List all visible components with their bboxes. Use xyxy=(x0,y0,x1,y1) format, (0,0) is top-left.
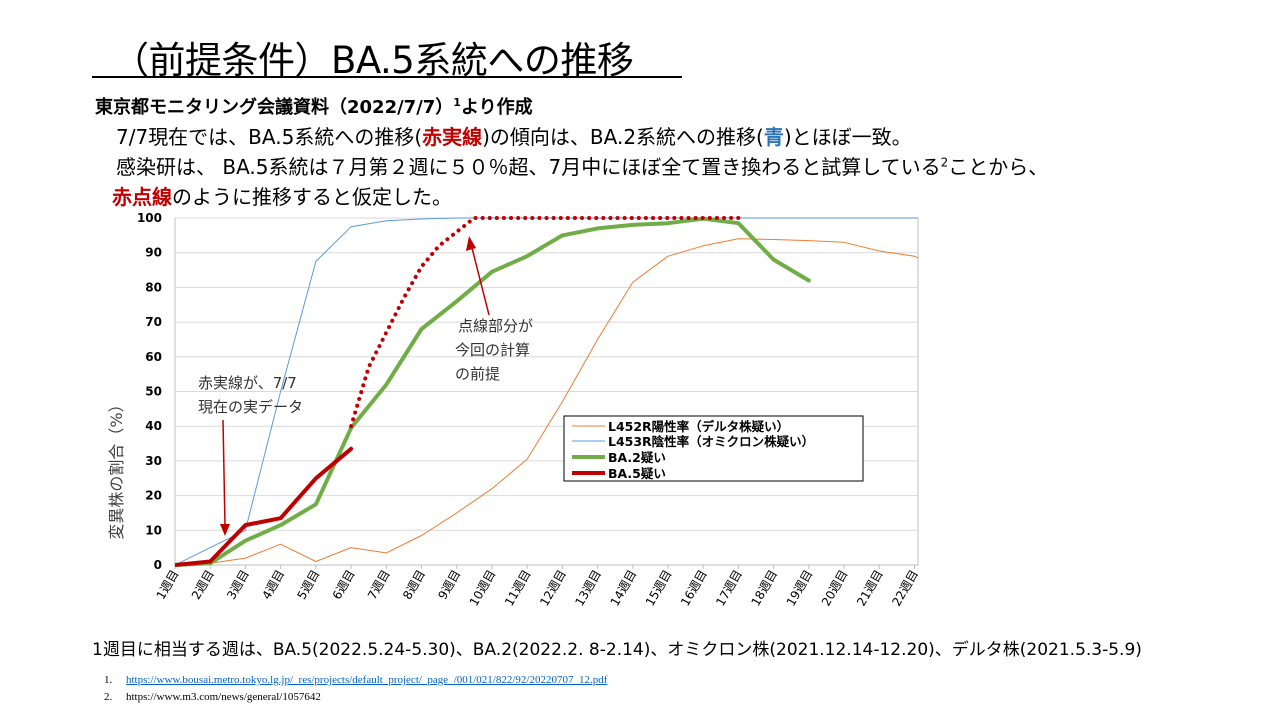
annotation-solid: 赤実線が、7/7 現在の実データ xyxy=(198,374,303,536)
x-tick-label-13: 13週目 xyxy=(572,568,604,609)
x-tick-label-17: 17週目 xyxy=(713,568,745,609)
x-tick-label-4: 4週目 xyxy=(259,568,287,602)
source-text: 東京都モニタリング会議資料（2022/7/7） xyxy=(95,97,454,118)
reference-2-text: https://www.m3.com/news/general/1057642 xyxy=(126,691,321,703)
x-tick-label-10: 10週目 xyxy=(467,568,499,609)
annotation-solid-line-1: 赤実線が、7/7 xyxy=(198,374,297,392)
x-tick-label-19: 19週目 xyxy=(784,568,816,609)
annotation-dotted: 点線部分が 今回の計算 の前提 xyxy=(455,236,533,383)
x-tick-label-11: 11週目 xyxy=(502,568,534,609)
annotation-dotted-arrow xyxy=(471,247,490,316)
para1-e: )とほぼ一致。 xyxy=(783,125,912,149)
x-tick-label-21: 21週目 xyxy=(854,568,886,609)
para2-a: 感染研は、 BA.5系統は７月第２週に５０％超、7月中にほぼ全て置き換わると試算… xyxy=(116,155,941,179)
series-line-4 xyxy=(349,216,741,429)
para2-ref-mark: 2 xyxy=(940,155,949,170)
source-suffix: より作成 xyxy=(460,97,533,118)
legend-label-ba2: BA.2疑い xyxy=(608,450,666,465)
x-tick-label-9: 9週目 xyxy=(435,568,463,602)
para3-red-dotted: 赤点線 xyxy=(112,185,172,209)
y-tick-50: 50 xyxy=(145,385,162,399)
page-title: （前提条件）BA.5系統への推移 xyxy=(112,39,634,82)
legend-box xyxy=(563,415,864,482)
y-tick-60: 60 xyxy=(145,350,162,364)
annotation-dotted-line-2: 今回の計算 xyxy=(455,341,530,359)
para1-c: )の傾向は、BA.2系統への推移( xyxy=(482,125,764,149)
para1-a: 7/7現在では、BA.5系統への推移( xyxy=(116,125,423,149)
x-tick-label-1: 1週目 xyxy=(154,568,182,602)
para3-b: のように推移すると仮定した。 xyxy=(172,185,452,209)
reference-2-num: 2. xyxy=(104,691,113,703)
x-tick-label-8: 8週目 xyxy=(400,568,428,602)
annotation-dotted-line-3: の前提 xyxy=(455,365,500,383)
reference-1-link[interactable]: https://www.bousai.metro.tokyo.lg.jp/_re… xyxy=(126,674,608,686)
x-tick-label-6: 6週目 xyxy=(330,568,358,602)
annotation-dotted-arrowhead xyxy=(466,236,476,251)
annotation-solid-arrow xyxy=(222,419,226,527)
legend: L452R陽性率（デルタ株疑い） L453R陰性率（オミクロン株疑い） BA.2… xyxy=(563,415,864,482)
x-tick-label-14: 14週目 xyxy=(608,568,640,609)
source-line: 東京都モニタリング会議資料（2022/7/7）1より作成 xyxy=(95,93,533,119)
y-tick-30: 30 xyxy=(145,454,162,468)
x-tick-label-5: 5週目 xyxy=(295,568,323,602)
y-tick-0: 0 xyxy=(154,558,162,572)
y-tick-labels: 0 10 20 30 40 50 60 70 80 90 100 xyxy=(137,211,162,572)
para2-b: ことから、 xyxy=(948,155,1049,179)
y-tick-80: 80 xyxy=(145,280,162,294)
x-tick-label-22: 22週目 xyxy=(889,568,921,609)
series-line-0 xyxy=(175,238,918,566)
y-tick-90: 90 xyxy=(145,246,162,260)
x-tick-labels: 1週目 2週目 3週目 4週目 5週目 6週目 7週目 8週目 9週目 10週目 11週目 12週目 1… xyxy=(154,565,921,609)
y-tick-20: 20 xyxy=(145,489,162,503)
legend-label-delta: L452R陽性率（デルタ株疑い） xyxy=(608,419,789,434)
series-line-3 xyxy=(175,446,354,567)
paragraph-2: 感染研は、 BA.5系統は７月第２週に５０％超、7月中にほぼ全て置き換わると試算… xyxy=(116,151,1048,180)
legend-label-omicron: L453R陰性率（オミクロン株疑い） xyxy=(608,434,814,449)
reference-2: 2. https://www.m3.com/news/general/105764… xyxy=(104,691,321,703)
y-axis-label: 変異株の割合（%） xyxy=(107,396,126,539)
reference-1: 1. https://www.bousai.metro.tokyo.lg.jp/_… xyxy=(104,674,607,686)
annotation-solid-line-2: 現在の実データ xyxy=(198,398,303,416)
variant-share-chart: 0 10 20 30 40 50 60 70 80 90 100 1週目 2週目 3週目 4週目 5週目 6週… xyxy=(107,211,921,609)
legend-label-ba5: BA.5疑い xyxy=(608,466,666,481)
title-underline xyxy=(92,76,682,78)
source-ref-mark: 1 xyxy=(453,96,461,109)
annotation-dotted-line-1: 点線部分が xyxy=(458,317,533,335)
x-tick-label-18: 18週目 xyxy=(748,568,780,609)
week-definition-note: 1週目に相当する週は、BA.5(2022.5.24-5.30)、BA.2(202… xyxy=(92,640,1142,660)
x-tick-label-15: 15週目 xyxy=(643,568,675,609)
x-tick-label-3: 3週目 xyxy=(224,568,252,602)
paragraph-3: 赤点線のように推移すると仮定した。 xyxy=(112,181,452,210)
para1-blue: 青 xyxy=(763,125,784,149)
y-tick-40: 40 xyxy=(145,419,162,433)
reference-1-num: 1. xyxy=(104,674,113,686)
y-tick-100: 100 xyxy=(137,211,162,225)
para1-red-solid: 赤実線 xyxy=(422,125,483,149)
x-tick-label-20: 20週目 xyxy=(819,568,851,609)
series-layer xyxy=(175,216,918,567)
y-tick-10: 10 xyxy=(145,523,162,537)
x-tick-label-2: 2週目 xyxy=(189,568,217,602)
y-tick-70: 70 xyxy=(145,315,162,329)
annotation-solid-arrowhead xyxy=(220,524,230,536)
x-tick-label-16: 16週目 xyxy=(678,568,710,609)
x-tick-label-12: 12週目 xyxy=(537,568,569,609)
x-tick-label-7: 7週目 xyxy=(365,568,393,602)
paragraph-1: 7/7現在では、BA.5系統への推移(赤実線)の傾向は、BA.2系統への推移(青… xyxy=(116,121,912,150)
